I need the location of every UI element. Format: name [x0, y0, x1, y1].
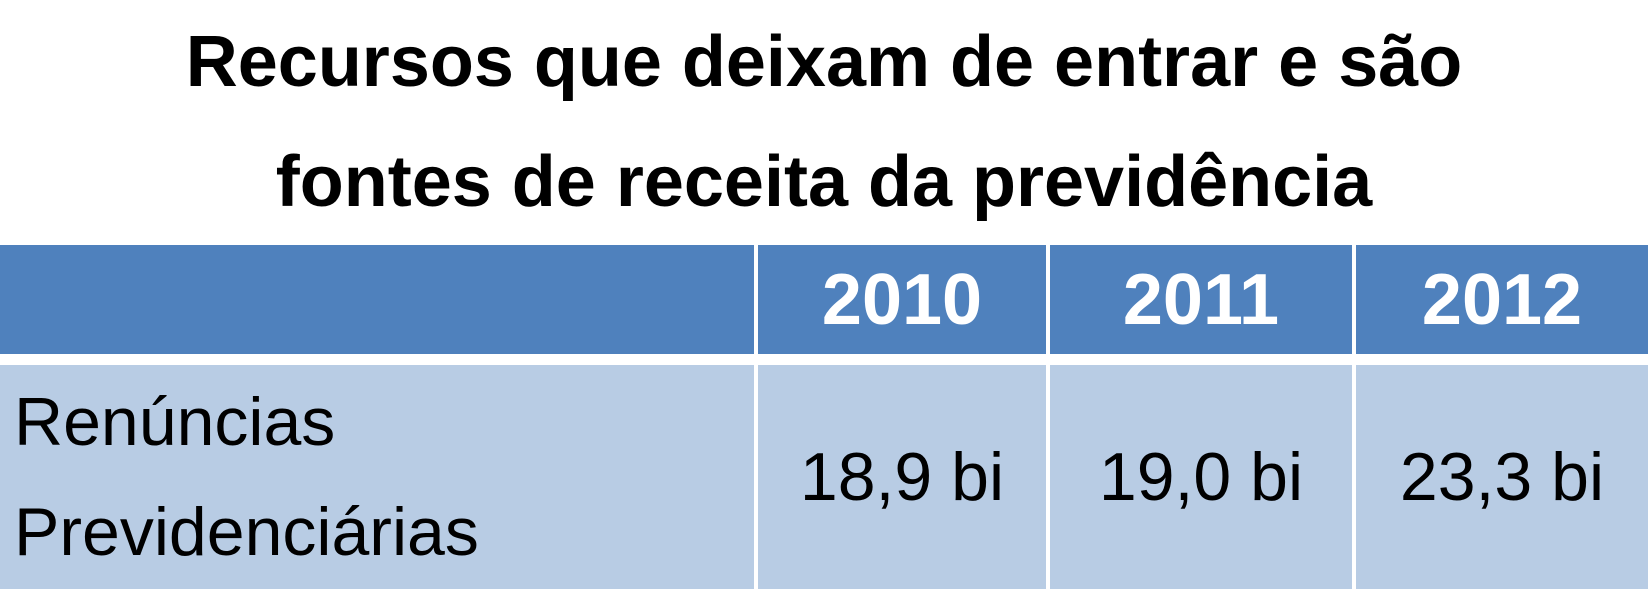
cell: 23,3 bi — [1356, 365, 1648, 589]
title-line: Recursos que deixam de entrar e são — [185, 22, 1463, 102]
cell: 19,0 bi — [1050, 365, 1352, 589]
header-cell: 2011 — [1050, 245, 1352, 354]
header-cell: 2012 — [1356, 245, 1648, 354]
cell: 18,9 bi — [758, 365, 1046, 589]
header-cell: 2010 — [758, 245, 1046, 354]
row-label: Renúncias Previdenciárias — [0, 365, 754, 589]
title-line: fontes de receita da previdência — [275, 142, 1373, 222]
header-cell — [0, 245, 754, 354]
